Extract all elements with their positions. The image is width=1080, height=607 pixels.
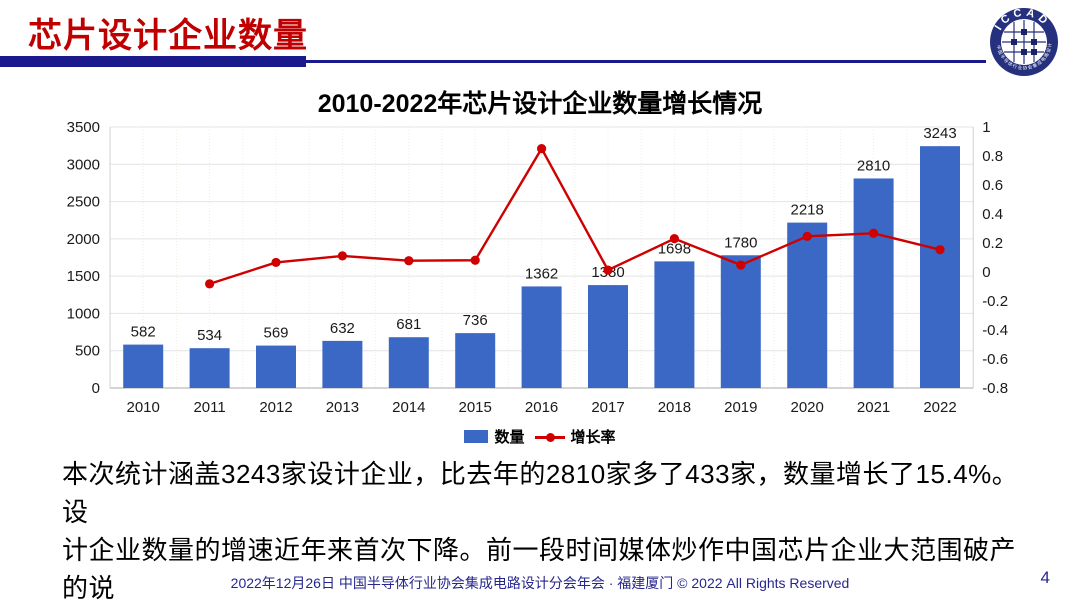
x-axis-tick-label: 2010	[127, 399, 160, 416]
data-point-marker	[271, 257, 281, 268]
right-axis-tick-label: -0.2	[982, 293, 1008, 310]
bar-value-label: 681	[396, 316, 421, 333]
data-point-marker	[736, 260, 746, 270]
bar-value-label: 582	[131, 324, 156, 341]
bar-value-label: 534	[197, 327, 222, 344]
legend-label-quantity: 数量	[494, 429, 525, 446]
left-axis-tick-label: 1500	[67, 268, 100, 285]
bar-value-label: 632	[330, 320, 355, 337]
bar-value-label: 569	[263, 325, 288, 342]
left-axis-tick-label: 500	[75, 343, 100, 360]
bar	[787, 222, 828, 388]
body-line-2: 计企业数量的增速近年来首次下降。前一段时间媒体炒作中国芯片企业大范围破产的说	[62, 535, 1017, 603]
left-axis-tick-label: 3000	[67, 156, 100, 173]
bar	[588, 285, 628, 388]
x-axis-tick-label: 2013	[326, 399, 359, 416]
right-axis-tick-label: 0	[982, 264, 990, 281]
bar-value-label: 1698	[658, 240, 691, 257]
data-point-marker	[404, 256, 414, 266]
left-axis-tick-label: 1000	[67, 305, 100, 322]
bar	[123, 344, 164, 388]
right-axis-tick-label: -0.6	[982, 351, 1008, 368]
data-point-marker	[205, 279, 215, 289]
right-axis-tick-label: -0.8	[982, 380, 1008, 397]
x-axis-tick-label: 2016	[525, 399, 558, 416]
bar	[256, 345, 296, 388]
page-title: 芯片设计企业数量	[28, 17, 308, 55]
line-series-swatch	[534, 430, 565, 443]
right-axis-tick-label: -0.4	[982, 322, 1008, 339]
chart-title: 2010-2022年芯片设计企业数量增长情况	[317, 90, 763, 118]
data-point-marker	[537, 144, 547, 154]
bar	[654, 261, 695, 388]
iccad-logo-icon: ICCAD 中国半导体行业协会集成电路设计分会	[988, 6, 1058, 76]
x-axis-tick-label: 2017	[591, 399, 624, 416]
bar-series-swatch	[464, 430, 489, 443]
x-axis-tick-label: 2021	[857, 399, 890, 416]
body-line-1: 本次统计涵盖3243家设计企业，比去年的2810家多了433家，数量增长了15.…	[62, 459, 1019, 527]
right-axis-tick-label: 0.4	[982, 206, 1003, 223]
bar	[455, 333, 496, 388]
x-axis-tick-label: 2014	[392, 399, 425, 416]
bar	[521, 286, 562, 388]
data-point-marker	[470, 255, 480, 265]
bar	[720, 255, 761, 388]
left-axis-tick-label: 3500	[67, 119, 100, 136]
bar-value-label: 1780	[724, 234, 757, 251]
growth-rate-line	[209, 146, 941, 286]
bar-value-label: 736	[463, 312, 488, 329]
page-number: 4	[1040, 568, 1050, 587]
chart-legend: 数量 增长率	[0, 426, 1080, 447]
data-point-marker	[869, 228, 879, 238]
right-axis-tick-label: 0.6	[982, 177, 1003, 194]
x-axis-tick-label: 2018	[658, 399, 691, 416]
bar	[388, 337, 429, 388]
left-axis-tick-label: 2500	[67, 194, 100, 211]
bar-value-label: 1362	[525, 265, 558, 282]
x-axis-tick-label: 2020	[791, 399, 824, 416]
bar	[322, 340, 363, 388]
data-point-marker	[603, 265, 613, 275]
legend-item-quantity: 数量	[464, 426, 525, 447]
data-point-marker	[802, 231, 812, 241]
x-axis-tick-label: 2015	[459, 399, 492, 416]
bar-value-label: 2810	[857, 157, 890, 174]
title-underline-bar	[0, 56, 306, 67]
chart: 0 500 1000 1500 2000 2500 3000 3500 1 0.8 0.6 0.4 0.…	[67, 119, 1008, 416]
right-axis-tick-label: 0.8	[982, 148, 1003, 165]
bar	[920, 146, 960, 388]
x-axis-tick-label: 2011	[193, 399, 225, 416]
left-axis-tick-label: 2000	[67, 231, 100, 248]
x-axis-tick-label: 2012	[259, 399, 292, 416]
data-point-marker	[669, 234, 680, 244]
left-axis-tick-label: 0	[92, 380, 100, 397]
footer-text: 2022年12月26日 中国半导体行业协会集成电路设计分会年会 · 福建厦门 ©…	[230, 575, 850, 591]
data-point-marker	[935, 245, 945, 255]
title-underline-line	[306, 60, 986, 63]
right-axis-tick-label: 1	[982, 119, 990, 136]
body-text: 本次统计涵盖3243家设计企业，比去年的2810家多了433家，数量增长了15.…	[62, 455, 1024, 607]
bar	[853, 178, 894, 388]
bar	[189, 348, 230, 388]
bar-value-label: 2218	[791, 202, 824, 219]
data-point-marker	[337, 251, 347, 261]
legend-item-growth-rate: 增长率	[534, 426, 616, 447]
x-axis-tick-label: 2019	[724, 399, 757, 416]
legend-label-growth-rate: 增长率	[570, 429, 616, 446]
right-axis-tick-label: 0.2	[982, 235, 1003, 252]
bar-value-label: 3243	[923, 125, 956, 142]
x-axis-tick-label: 2022	[923, 399, 956, 416]
